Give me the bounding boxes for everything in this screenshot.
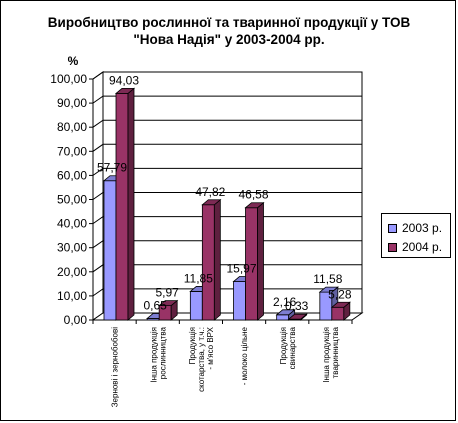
gridline <box>92 119 362 128</box>
gridline <box>92 240 362 249</box>
category-label: Інша продукція <box>149 327 158 383</box>
chart-title-line-1: Виробництво рослинної та тваринної проду… <box>47 15 411 30</box>
category-label: скотарства, у т.ч.: <box>197 327 206 392</box>
category-label: тваринництва <box>331 326 340 378</box>
data-label: 0,33 <box>285 299 309 313</box>
bar-front-2003 р. <box>276 314 290 321</box>
gridline <box>92 192 362 200</box>
bar-top-2003 р. <box>318 286 339 293</box>
category-label: - молоко цільне <box>240 326 249 385</box>
bar-front-2003 р. <box>233 281 246 321</box>
gridline <box>92 71 362 80</box>
bar-top-2003 р. <box>275 309 296 316</box>
y-tick-label: 60,00 <box>57 168 87 182</box>
data-label: 0,65 <box>143 298 167 312</box>
bar-top-2004 р. <box>201 199 222 206</box>
data-label: 5,97 <box>155 286 179 300</box>
y-tick-label: 20,00 <box>57 265 87 279</box>
chart-title: Виробництво рослинної та тваринної проду… <box>0 14 458 48</box>
category-label: Зернові і зернобобові <box>111 327 120 408</box>
category-label: - м'ясо ВРХ <box>206 326 215 369</box>
category-label: рослинництва <box>158 326 167 379</box>
gridline <box>92 216 362 225</box>
y-tick-label: 80,00 <box>57 120 87 134</box>
y-tick-label: 70,00 <box>57 144 87 158</box>
bar-top-2004 р. <box>244 202 265 209</box>
bar-side-2004 р. <box>213 198 221 321</box>
y-tick-label: 30,00 <box>57 241 87 255</box>
y-tick-label: 0,00 <box>64 313 88 327</box>
gridline <box>92 143 362 152</box>
data-label: 2,16 <box>273 295 297 309</box>
legend-swatch-2004 <box>388 242 397 252</box>
bar-top-2004 р. <box>287 313 308 320</box>
data-label: 57,79 <box>97 161 127 175</box>
chart-title-line-2: "Нова Надія" у 2003-2004 рр. <box>133 32 325 47</box>
legend-label-2003: 2003 р. <box>402 221 443 235</box>
legend-label-2004: 2004 р. <box>402 240 443 254</box>
bar-front-2003 р. <box>189 291 203 321</box>
bar-top-2004 р. <box>330 301 351 308</box>
data-label: 47,82 <box>195 185 225 199</box>
bar-side-2004 р. <box>257 201 264 321</box>
gridline <box>92 264 362 273</box>
bar-front-2003 р. <box>103 180 117 321</box>
data-label: 11,85 <box>184 271 213 285</box>
legend-swatch-2003 <box>388 223 397 233</box>
category-label: Продукція <box>188 327 197 364</box>
data-label: 46,58 <box>238 188 268 202</box>
bar-front-2004 р. <box>201 204 215 321</box>
category-label: Інша продукція <box>322 327 331 383</box>
gridline <box>92 167 362 176</box>
bar-top-2004 р. <box>114 87 136 94</box>
legend: 2003 р. 2004 р. <box>381 213 451 258</box>
y-tick-label: 50,00 <box>57 193 87 207</box>
y-axis-label: % <box>68 54 79 68</box>
y-tick-label: 10,00 <box>57 289 87 303</box>
bar-side-2004 р. <box>127 87 135 321</box>
bar-front-2004 р. <box>115 92 129 321</box>
y-tick-label: 90,00 <box>57 96 87 110</box>
legend-entry-2003: 2003 р. <box>388 221 442 235</box>
bar-front-2004 р. <box>331 306 345 321</box>
data-label: 11,58 <box>313 272 342 286</box>
data-label: 15,97 <box>226 262 256 276</box>
data-label: 5,28 <box>328 287 352 301</box>
data-label: 94,03 <box>109 73 139 87</box>
legend-entry-2004: 2004 р. <box>388 240 442 254</box>
bar-top-2004 р. <box>158 300 179 307</box>
category-label: свинарства <box>288 326 297 369</box>
y-tick-label: 100,00 <box>50 72 87 86</box>
gridline <box>92 288 362 297</box>
category-label: Продукція <box>279 327 288 364</box>
y-tick-label: 40,00 <box>57 217 87 231</box>
gridline <box>92 95 362 104</box>
